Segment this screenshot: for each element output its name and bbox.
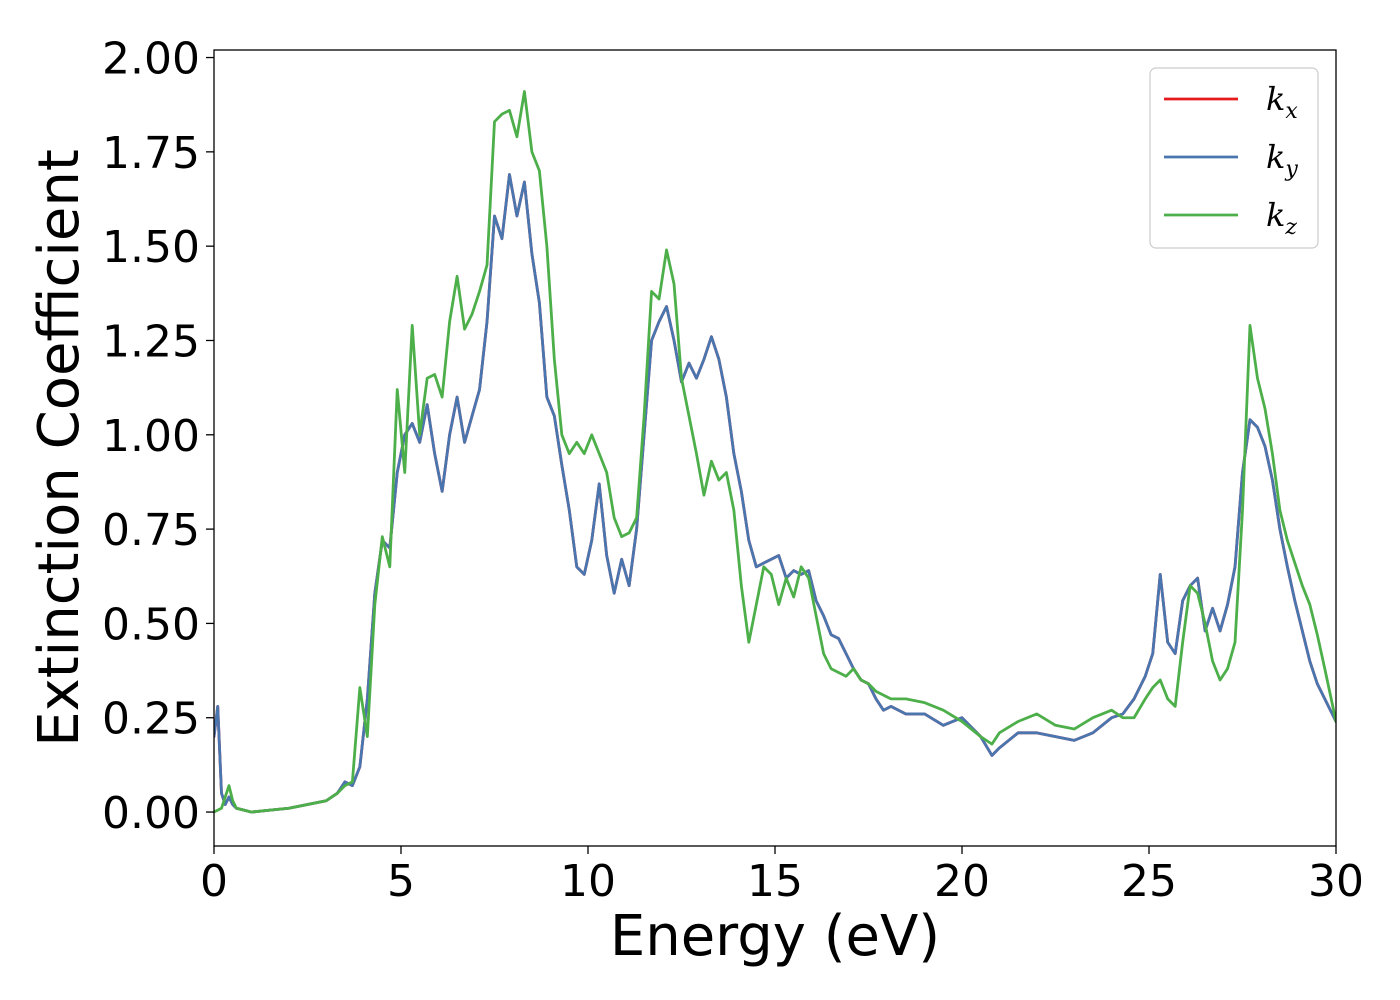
y-tick-label: 0.75 — [102, 505, 200, 556]
x-tick-label: 0 — [200, 856, 228, 907]
axes-layer: 0 5 10 15 20 25 30 0.00 0.25 0.50 0.75 1.00 1.25 1.50… — [102, 34, 1364, 907]
x-tick-label: 15 — [747, 856, 803, 907]
legend-label-subscript: z — [1284, 215, 1297, 240]
legend-label-base: k — [1266, 196, 1285, 234]
y-tick-label: 0.00 — [102, 788, 200, 839]
y-axis-title: Extinction Coefficient — [27, 149, 92, 747]
y-tick-label: 2.00 — [102, 34, 200, 85]
x-tick-label: 20 — [934, 856, 990, 907]
legend-label-base: k — [1266, 80, 1285, 118]
series-line-x — [214, 173, 1336, 814]
y-tick-label: 1.75 — [102, 128, 200, 179]
legend-label-y: ky — [1266, 138, 1298, 182]
legend-label-x: kx — [1266, 80, 1298, 124]
legend-label-subscript: y — [1284, 157, 1298, 182]
y-tick-label: 1.25 — [102, 316, 200, 367]
legend-label-base: k — [1266, 138, 1285, 176]
x-tick-label: 10 — [560, 856, 616, 907]
x-axis-title: Energy (eV) — [610, 904, 940, 969]
legend-label-z: kz — [1266, 196, 1297, 240]
legend-label-subscript: x — [1285, 99, 1298, 124]
series-layer — [214, 90, 1336, 814]
x-tick-label: 5 — [387, 856, 415, 907]
series-line-z — [214, 90, 1336, 814]
series-line-y — [214, 173, 1336, 814]
y-tick-label: 1.50 — [102, 222, 200, 273]
y-tick-label: 1.00 — [102, 411, 200, 462]
y-tick-label: 0.25 — [102, 694, 200, 745]
x-tick-label: 30 — [1308, 856, 1364, 907]
y-tick-label: 0.50 — [102, 599, 200, 650]
x-tick-label: 25 — [1121, 856, 1177, 907]
